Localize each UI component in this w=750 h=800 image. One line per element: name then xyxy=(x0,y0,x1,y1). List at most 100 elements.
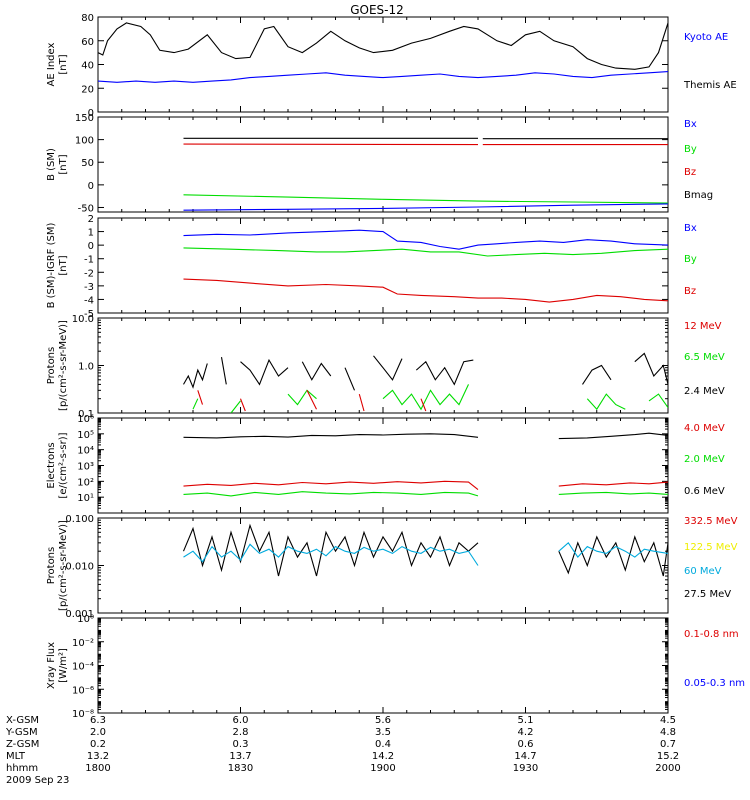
legend-entry: 12 MeV xyxy=(684,321,722,332)
legend-entry: Kyoto AE xyxy=(684,32,728,43)
axis-row-value: 1900 xyxy=(370,763,395,774)
axis-row-value: 2.0 xyxy=(90,727,106,738)
axis-row-value: 4.2 xyxy=(518,727,534,738)
legend-entry: 0.1-0.8 nm xyxy=(684,629,739,640)
panel-frame xyxy=(97,16,669,113)
y-tick-label: 2 xyxy=(88,214,94,225)
y-tick-label: -5 xyxy=(84,309,94,320)
axis-row-value: 4.8 xyxy=(660,727,676,738)
y-axis-label: Protons xyxy=(46,547,57,584)
y-axis-unit: [nT] xyxy=(58,54,69,74)
bottom-axis: X-GSM 6.3 6.0 5.6 5.1 4.5 Y-GSM 2.0 2.8 3.5 4.2 4.8… xyxy=(5,715,681,786)
y-tick-label: -50 xyxy=(78,203,94,214)
axis-row-value: 5.1 xyxy=(518,715,534,726)
panel-2: -50 0 50 100 150 B (SM) [nT] Bx By Bz Bmag xyxy=(46,113,713,214)
panel-4: 0.1 1.0 10.0 Protons [p/(cm²-s-sr-MeV)] 12 Me… xyxy=(46,314,725,420)
y-axis-unit: [e/(cm²-s-sr)] xyxy=(58,432,69,498)
y-axis-label: B (SM)-IGRF (SM) xyxy=(46,223,57,309)
axis-row-label: MLT xyxy=(6,751,26,762)
y-tick-label: 10⁻⁴ xyxy=(72,662,94,673)
legend-entry: 60 MeV xyxy=(684,566,722,577)
series-line-3 xyxy=(183,278,668,303)
y-tick-label: 0 xyxy=(88,181,94,192)
y-axis-unit: [W/m²] xyxy=(58,648,69,683)
panel-3: -5 -4 -3 -2 -1 0 1 2 B (SM)-IGRF (SM) [nT] Bx By Bz xyxy=(46,214,697,320)
legend-entry: 0.6 MeV xyxy=(684,486,725,497)
legend-entry: By xyxy=(684,254,697,265)
axis-row-value: 1800 xyxy=(85,763,110,774)
y-tick-label: 20 xyxy=(81,84,94,95)
panel-frame xyxy=(97,317,669,414)
y-tick-label: 10⁵ xyxy=(77,430,94,441)
y-tick-label: 10³ xyxy=(77,462,94,473)
series-line-4 xyxy=(183,203,668,211)
y-axis-unit: [p/(cm²-s-sr-MeV)] xyxy=(58,320,69,411)
y-tick-label: 1 xyxy=(88,228,94,239)
series-line-1 xyxy=(98,22,668,70)
legend-entry: Themis AE xyxy=(683,80,737,91)
y-tick-label: 10⁻² xyxy=(72,638,94,649)
y-tick-label: 10⁴ xyxy=(77,446,94,457)
series-line-2 xyxy=(183,247,668,257)
y-tick-label: 0.1 xyxy=(78,409,94,420)
y-tick-label: 10⁻⁶ xyxy=(72,685,94,696)
axis-row-value: 14.2 xyxy=(372,751,394,762)
y-axis-label: B (SM) xyxy=(46,148,57,181)
panel-frame xyxy=(97,116,669,213)
legend-entry: 122.5 MeV xyxy=(684,542,738,553)
y-tick-label: 0 xyxy=(88,241,94,252)
axis-date: 2009 Sep 23 xyxy=(6,775,69,786)
axis-row-label: Y-GSM xyxy=(5,727,38,738)
legend-entry: 332.5 MeV xyxy=(684,516,738,527)
y-tick-label: 10⁶ xyxy=(77,414,94,425)
series-line-1 xyxy=(183,352,668,391)
legend-entry: 2.4 MeV xyxy=(684,386,725,397)
axis-row-value: 0.6 xyxy=(518,739,534,750)
y-tick-label: 0.001 xyxy=(65,609,94,620)
legend-entry: Bz xyxy=(684,286,696,297)
axis-row-value: 0.3 xyxy=(233,739,249,750)
panel-frame xyxy=(97,617,669,714)
y-tick-label: 10⁻⁸ xyxy=(72,709,94,720)
axis-row-value: 3.5 xyxy=(375,727,391,738)
legend-entry: Bmag xyxy=(684,190,713,201)
axis-row-value: 2.8 xyxy=(233,727,249,738)
axis-row-value: 0.7 xyxy=(660,739,676,750)
series-line-2 xyxy=(98,71,668,83)
axis-row-value: 6.0 xyxy=(233,715,249,726)
legend-entry: 2.0 MeV xyxy=(684,454,725,465)
y-tick-label: -4 xyxy=(84,295,94,306)
axis-row-value: 14.7 xyxy=(514,751,536,762)
y-tick-label: 1.0 xyxy=(78,362,94,373)
axis-row-label: hhmm xyxy=(6,763,38,774)
axis-row-value: 6.3 xyxy=(90,715,106,726)
legend-entry: 4.0 MeV xyxy=(684,423,725,434)
y-tick-label: 60 xyxy=(81,37,94,48)
y-tick-label: 150 xyxy=(75,113,94,124)
axis-row-value: 2000 xyxy=(655,763,680,774)
y-tick-label: -3 xyxy=(84,282,94,293)
axis-row-value: 1930 xyxy=(513,763,538,774)
legend-entry: By xyxy=(684,144,697,155)
y-axis-unit: [p/(cm²-s-sr-MeV)] xyxy=(58,520,69,611)
series-line-2 xyxy=(183,143,668,146)
y-tick-label: 10.0 xyxy=(72,314,94,325)
legend-entry: Bz xyxy=(684,167,696,178)
y-tick-label: 10¹ xyxy=(77,493,94,504)
y-tick-label: 40 xyxy=(81,61,94,72)
y-tick-label: -2 xyxy=(84,268,94,279)
y-axis-label: AE Index xyxy=(46,42,57,86)
legend-entry: 6.5 MeV xyxy=(684,352,725,363)
panel-5: 10¹ 10² 10³ 10⁴ 10⁵ 10⁶ Electrons [e/(cm²-s-sr)… xyxy=(46,414,725,514)
axis-row-value: 15.2 xyxy=(657,751,679,762)
y-tick-label: 0.100 xyxy=(65,514,94,525)
axis-row-value: 0.4 xyxy=(375,739,391,750)
y-tick-label: 10⁰ xyxy=(77,614,94,625)
y-tick-label: 10² xyxy=(77,477,94,488)
axis-row-value: 4.5 xyxy=(660,715,676,726)
y-tick-label: -1 xyxy=(84,255,94,266)
y-axis-label: Electrons xyxy=(46,442,57,488)
panel-6: 0.001 0.010 0.100 Protons [p/(cm²-s-sr-MeV)]… xyxy=(46,514,738,620)
y-tick-label: 100 xyxy=(75,136,94,147)
